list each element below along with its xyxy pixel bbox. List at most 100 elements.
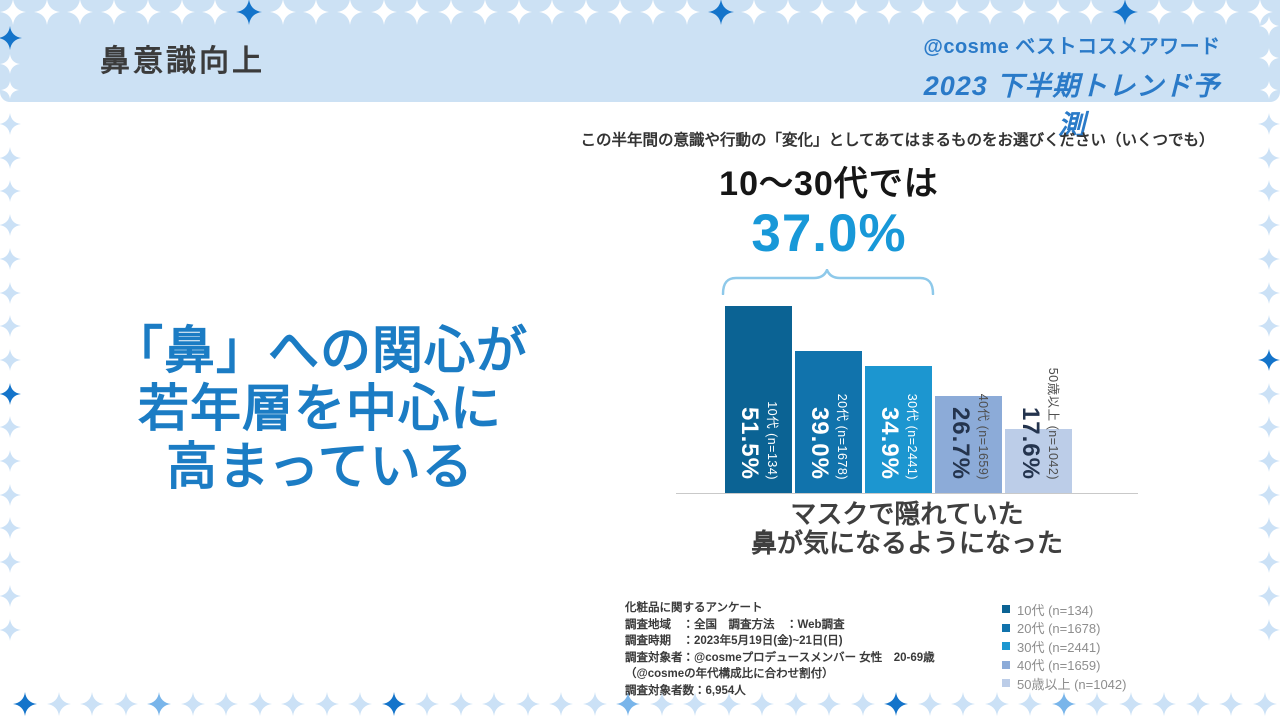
sparkle-icon: [1258, 450, 1280, 472]
sparkle-icon: [1258, 416, 1280, 439]
bar-label-block: 10代 (n=134) 51.5%: [737, 401, 780, 480]
bar-column: 40代 (n=1659) 26.7%: [935, 291, 1002, 493]
sparkle-icon: [0, 382, 21, 405]
sparkle-icon: [247, 692, 272, 716]
sparkle-icon: [0, 315, 21, 338]
sparkle-icon: [1258, 551, 1280, 574]
sparkle-icon: [80, 692, 104, 716]
legend-swatch-icon: [1002, 679, 1010, 688]
chart-answer-line2: 鼻が気になるようになった: [750, 528, 1063, 558]
survey-footnote: 化粧品に関するアンケート 調査地域 ：全国 調査方法 ：Web調査 調査時期 ：20…: [625, 600, 995, 699]
legend-item: 50歳以上 (n=1042): [1002, 674, 1126, 693]
sparkle-icon: [1258, 113, 1280, 135]
brand-lockup: @cosme ベストコスメアワード 2023 下半期トレンド予測: [922, 30, 1222, 142]
sparkle-icon: [113, 692, 138, 716]
bar: [725, 306, 792, 493]
sparkle-icon: [1018, 692, 1042, 716]
footnote-line: （@cosmeの年代構成比に合わせ割付）: [625, 668, 834, 680]
sparkle-icon: [1118, 692, 1143, 716]
footnote-line: 調査対象者：@cosmeプロデュースメンバー 女性 20-69歳: [625, 651, 935, 664]
sparkle-icon: [147, 692, 171, 716]
legend-swatch-icon: [1002, 605, 1010, 614]
sparkle-icon: [0, 450, 21, 472]
sparkle-icon: [0, 517, 21, 540]
chart-answer-label: マスクで隠れていた 鼻が気になるようになった: [676, 500, 1138, 558]
sparkle-icon: [46, 692, 71, 716]
legend-item: 30代 (n=2441): [1002, 637, 1126, 656]
legend-swatch-icon: [1002, 660, 1010, 669]
chart-legend: 10代 (n=134) 20代 (n=1678) 30代 (n=2441) 40代 (…: [1002, 600, 1126, 693]
brand-subtitle: 2023 下半期トレンド予測: [923, 71, 1221, 140]
sparkle-icon: [582, 692, 607, 716]
sparkle-icon: [281, 692, 305, 716]
bar-value-label: 17.6%: [1017, 406, 1045, 480]
bar-value-label: 39.0%: [806, 406, 834, 480]
sparkle-icon: [1258, 247, 1280, 270]
legend-item: 10代 (n=134): [1002, 600, 1126, 619]
legend-label: 20代 (n=1678): [1017, 621, 1101, 637]
sparkle-icon: [1258, 281, 1280, 304]
highlight-callout: 10〜30代では 37.0%: [679, 156, 979, 260]
sparkle-icon: [1258, 382, 1280, 405]
sparkle-icon: [0, 551, 21, 574]
main-message-line1: 「鼻」への関心が: [111, 322, 528, 379]
sparkle-icon: [1258, 348, 1280, 371]
sparkle-icon: [214, 692, 238, 716]
sparkle-icon: [0, 483, 21, 506]
bar-category-label: 10代 (n=134): [765, 401, 780, 480]
bar-category-label: 20代 (n=1678): [835, 393, 850, 480]
footnote-line: 化粧品に関するアンケート: [625, 602, 763, 614]
bar-column: 20代 (n=1678) 39.0%: [795, 291, 862, 493]
sparkle-icon: [1258, 483, 1280, 506]
sparkle-icon: [1051, 692, 1076, 716]
footnote-line: 調査対象者数：6,954人: [625, 684, 746, 697]
bar-value-label: 34.9%: [876, 406, 904, 480]
bar-column: 50歳以上 (n=1042) 17.6%: [1005, 291, 1072, 493]
sparkle-icon: [1258, 618, 1280, 641]
legend-swatch-icon: [1002, 642, 1010, 651]
sparkle-icon: [0, 281, 21, 304]
bar-column: 30代 (n=2441) 34.9%: [865, 291, 932, 493]
bar-value-label: 26.7%: [947, 406, 975, 480]
bar: [1005, 429, 1072, 493]
sparkle-icon: [1152, 692, 1176, 716]
bar-category-label: 40代 (n=1659): [975, 393, 990, 480]
highlight-value: 37.0%: [751, 204, 907, 263]
bar-plot: 10代 (n=134) 51.5% 20代 (n=1678) 39.0% 30代 (n=…: [725, 291, 1072, 493]
survey-question: この半年間の意識や行動の「変化」としてあてはまるものをお選びください（いくつでも…: [580, 132, 1215, 149]
sparkle-icon: [1258, 584, 1280, 607]
main-message: 「鼻」への関心が 若年層を中心に 高まっている: [70, 322, 570, 496]
legend-label: 30代 (n=2441): [1017, 639, 1101, 655]
sparkle-icon: [381, 692, 406, 716]
sparkle-icon: [348, 692, 372, 716]
sparkle-icon: [1258, 517, 1280, 540]
bar-label-block: 30代 (n=2441) 34.9%: [877, 394, 920, 480]
sparkle-icon: [0, 247, 21, 270]
sparkle-icon: [180, 692, 205, 716]
bar-category-label: 50歳以上 (n=1042): [1045, 367, 1060, 480]
legend-item: 20代 (n=1678): [1002, 619, 1126, 638]
sparkle-icon: [1258, 315, 1280, 338]
footnote-line: 調査地域 ：全国 調査方法 ：Web調査: [625, 618, 845, 631]
bar-column: 10代 (n=134) 51.5%: [725, 291, 792, 493]
sparkle-icon: [515, 692, 540, 716]
sparkle-icon: [448, 692, 473, 716]
sparkle-icon: [0, 584, 21, 607]
sparkle-icon: [549, 692, 573, 716]
sparkle-icon: [0, 180, 21, 203]
sparkle-icon: [0, 113, 21, 135]
main-message-line3: 高まっている: [166, 438, 474, 495]
brace-icon: [721, 269, 935, 295]
legend-swatch-icon: [1002, 623, 1010, 632]
sparkle-icon: [314, 692, 339, 716]
sparkle-icon: [1258, 146, 1280, 169]
chart-answer-line1: マスクで隠れていた: [790, 499, 1024, 529]
legend-label: 10代 (n=134): [1017, 602, 1094, 618]
legend-item: 40代 (n=1659): [1002, 656, 1126, 675]
sparkle-icon: [0, 146, 21, 169]
bar-value-label: 51.5%: [736, 406, 764, 480]
axis-line: [676, 493, 1138, 494]
sparkle-icon: [1219, 692, 1243, 716]
bar-label-block: 20代 (n=1678) 39.0%: [807, 394, 850, 480]
bar: [795, 351, 862, 493]
